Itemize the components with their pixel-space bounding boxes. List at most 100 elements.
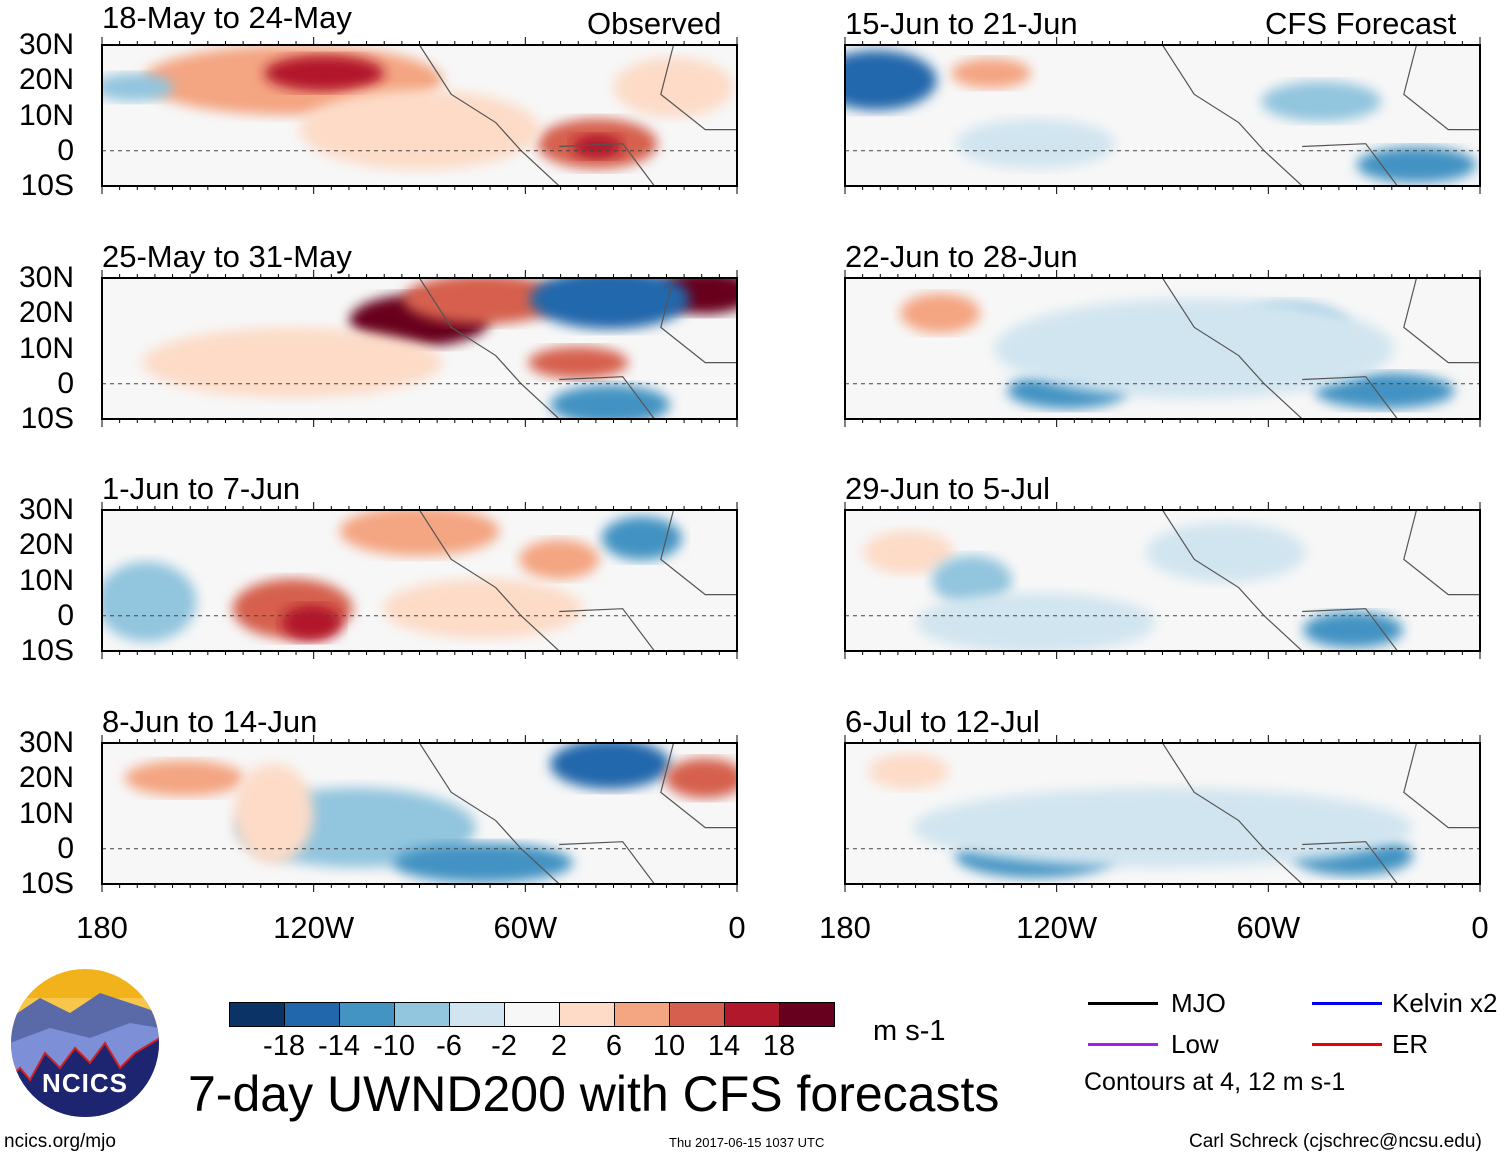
footer-author: Carl Schreck (cjschrec@ncsu.edu): [1189, 1131, 1482, 1152]
panel-title: 1-Jun to 7-Jun: [102, 471, 301, 506]
lat-tick-label: 0: [57, 598, 74, 632]
wind-anomaly-region: [142, 327, 443, 398]
colorbar-swatch: [615, 1003, 670, 1026]
wind-anomaly-region: [915, 592, 1156, 651]
map-panel: [101, 735, 738, 892]
wind-anomaly-region: [1146, 522, 1306, 583]
wind-anomaly-region: [1314, 372, 1455, 409]
legend-kelvin-line: [1312, 1002, 1382, 1005]
wind-anomaly-region: [665, 758, 737, 799]
lat-tick-label: 10N: [18, 98, 74, 132]
wind-anomaly-region: [912, 787, 1413, 868]
lat-tick-label: 10N: [18, 331, 74, 365]
coastline: [1161, 743, 1480, 884]
map-panel: [844, 37, 1481, 194]
wind-anomaly-region: [613, 57, 734, 118]
legend-mjo: MJO: [1171, 988, 1226, 1018]
colorbar-swatch: [780, 1003, 834, 1026]
lat-tick-label: 0: [57, 133, 74, 167]
wind-anomaly-region: [863, 530, 954, 575]
colorbar-label: 18: [762, 1030, 796, 1062]
lat-tick-label: 0: [57, 831, 74, 865]
lat-tick-label: 10S: [20, 402, 74, 435]
lon-tick-label: 60W: [493, 910, 558, 945]
units-label: m s-1: [873, 1015, 946, 1047]
coastline: [1161, 45, 1480, 186]
colorbar-label: -10: [373, 1030, 415, 1062]
logo-text: NCICS: [42, 1068, 128, 1098]
lon-tick-label: 0: [728, 910, 746, 945]
wind-anomaly-region: [994, 298, 1395, 399]
lat-tick-label: 10S: [20, 634, 74, 667]
wind-anomaly-region: [1303, 611, 1403, 648]
panel-title: 29-Jun to 5-Jul: [845, 471, 1051, 506]
colorbar-swatch: [505, 1003, 560, 1026]
wind-anomaly-region: [530, 278, 690, 330]
lon-tick-label: 120W: [273, 910, 355, 945]
colorbar-swatch: [725, 1003, 780, 1026]
colorbar-swatch: [395, 1003, 450, 1026]
colorbar-swatch: [670, 1003, 725, 1026]
panel-title: 25-May to 31-May: [102, 239, 352, 274]
wind-anomaly-region: [124, 760, 245, 797]
wind-anomaly-region: [1356, 146, 1477, 183]
map-panel: [101, 270, 738, 427]
lat-tick-label: 20N: [18, 528, 74, 562]
wind-anomaly-region: [868, 753, 949, 790]
lat-tick-label: 30N: [18, 261, 74, 294]
wind-anomaly-region: [102, 561, 197, 642]
legend-kelvin: Kelvin x2: [1392, 988, 1498, 1018]
figure-title: 7-day UWND200 with CFS forecasts: [188, 1066, 1000, 1122]
wind-anomaly-region: [951, 58, 1032, 89]
lat-tick-label: 20N: [18, 761, 74, 795]
lat-tick-label: 30N: [18, 28, 74, 61]
lat-tick-label: 30N: [18, 726, 74, 759]
colorbar-label: 10: [652, 1030, 686, 1062]
wind-anomaly-region: [102, 73, 174, 102]
map-panel: [844, 270, 1481, 427]
panel-title: 22-Jun to 28-Jun: [845, 239, 1078, 274]
colorbar: [229, 1002, 835, 1027]
colorbar-label: -18: [263, 1030, 305, 1062]
colorbar-label: 2: [550, 1030, 568, 1062]
footer-url[interactable]: ncics.org/mjo: [4, 1131, 116, 1152]
panel-title: 6-Jul to 12-Jul: [845, 704, 1040, 739]
wind-anomaly-region: [233, 763, 314, 864]
wind-anomaly-region: [932, 555, 1012, 606]
coastline: [418, 743, 737, 884]
wind-anomaly-region: [383, 578, 583, 639]
lat-tick-label: 20N: [18, 296, 74, 330]
wind-anomaly-region: [845, 50, 937, 111]
wind-anomaly-region: [572, 134, 623, 159]
legend-er-line: [1312, 1043, 1382, 1046]
wind-anomaly-region: [299, 89, 540, 170]
wind-anomaly-region: [601, 516, 682, 561]
wind-anomaly-region: [281, 604, 342, 641]
coastline: [1161, 510, 1480, 651]
wind-anomaly-region: [900, 293, 981, 334]
colorbar-swatch: [340, 1003, 395, 1026]
footer-timestamp: Thu 2017-06-15 1037 UTC: [669, 1135, 825, 1150]
coastline: [418, 45, 737, 186]
wind-anomaly-region: [550, 384, 670, 419]
ncics-logo: NCICS: [11, 969, 159, 1117]
colorbar-label: 14: [707, 1030, 741, 1062]
panel-title: 8-Jun to 14-Jun: [102, 704, 318, 739]
colorbar-swatch: [285, 1003, 340, 1026]
observed-label: Observed: [587, 6, 722, 41]
wind-anomaly-region: [393, 842, 573, 883]
wind-anomaly-region: [528, 346, 629, 379]
map-panel: [844, 735, 1481, 892]
panel-title: 15-Jun to 21-Jun: [845, 6, 1078, 41]
lon-tick-label: 60W: [1236, 910, 1301, 945]
wind-anomaly-region: [339, 510, 500, 557]
lat-tick-label: 30N: [18, 493, 74, 526]
colorbar-swatch: [560, 1003, 615, 1026]
colorbar-label: 6: [605, 1030, 623, 1062]
map-panel: [101, 502, 738, 659]
coastline: [1161, 278, 1480, 419]
forecast-label: CFS Forecast: [1265, 6, 1457, 41]
colorbar-swatch: [230, 1003, 285, 1026]
colorbar-label: -2: [491, 1030, 517, 1062]
